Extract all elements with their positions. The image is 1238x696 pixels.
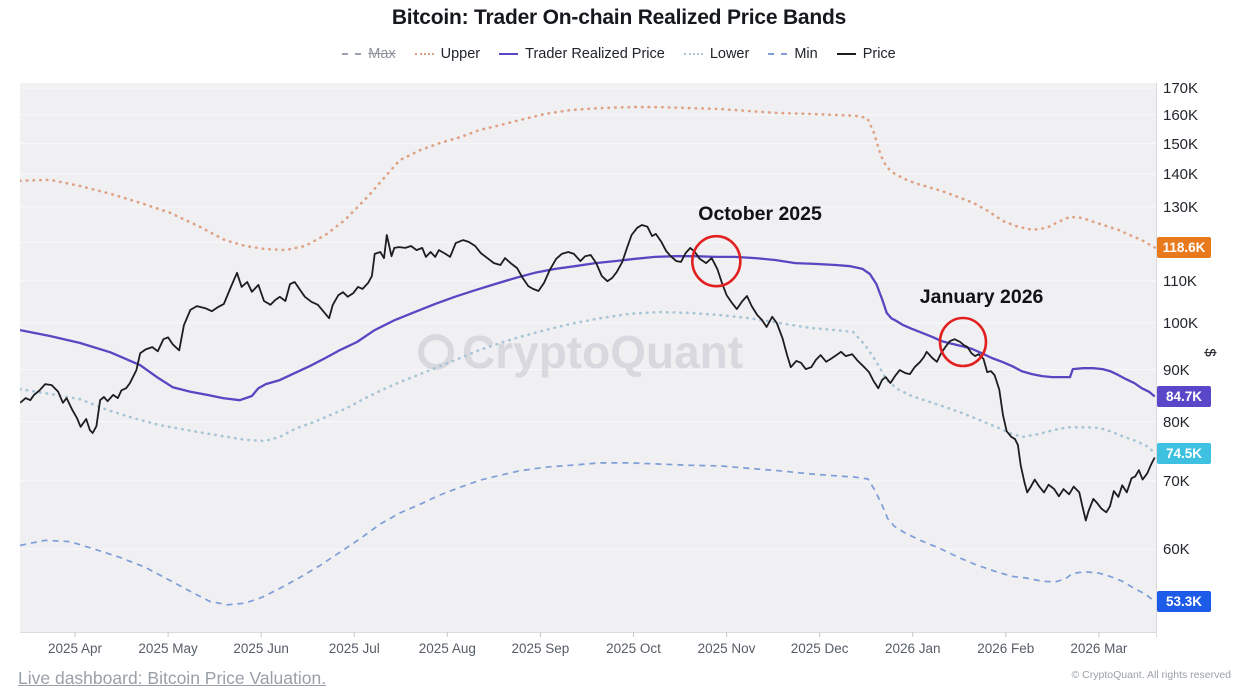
- copyright-notice: © CryptoQuant. All rights reserved: [1071, 669, 1231, 681]
- x-axis-label: 2026 Feb: [977, 641, 1035, 656]
- x-axis-label: 2025 Oct: [606, 641, 661, 656]
- legend: Max Upper Trader Realized Price Lower Min Pri…: [0, 46, 1238, 62]
- cryptoquant-watermark: CryptoQuant: [418, 326, 743, 378]
- annotation-circle: [691, 234, 742, 288]
- x-axis-label: 2025 Apr: [47, 641, 103, 656]
- series-upper: [20, 105, 1156, 252]
- y-axis-label: 140K: [1163, 166, 1199, 184]
- y-axis-label: 110K: [1163, 272, 1197, 290]
- value-badge-trader-realized-price: 84.7K: [1157, 385, 1211, 407]
- legend-label: Lower: [709, 46, 750, 62]
- y-axis-label: 70K: [1163, 472, 1190, 490]
- x-axis-label: 2025 Nov: [697, 641, 756, 656]
- legend-label: Price: [862, 46, 896, 62]
- legend-label: Min: [794, 46, 818, 62]
- legend-item-min[interactable]: Min: [768, 46, 818, 62]
- y-axis-label: 130K: [1163, 198, 1199, 216]
- annotation-circle: [938, 316, 988, 368]
- x-axis-label: 2026 Jan: [884, 641, 941, 656]
- x-axis-label: 2025 Jul: [328, 641, 380, 656]
- legend-marker-icon: [414, 53, 434, 55]
- legend-item-max[interactable]: Max: [342, 46, 396, 62]
- live-dashboard-link[interactable]: Live dashboard: Bitcoin Price Valuation.: [18, 668, 327, 688]
- legend-marker-icon: [499, 53, 519, 55]
- x-axis-label: 2025 Aug: [418, 641, 476, 656]
- x-axis-label: 2025 May: [138, 641, 198, 656]
- cryptoquant-logo-icon: [418, 334, 454, 370]
- x-axis-label: 2025 Sep: [511, 641, 570, 656]
- legend-label: Max: [368, 46, 396, 62]
- annotation-label: January 2026: [920, 286, 1044, 308]
- legend-item-price[interactable]: Price: [836, 46, 896, 62]
- legend-item-trader-realized-price[interactable]: Trader Realized Price: [499, 46, 665, 62]
- currency-axis-icon[interactable]: $: [1201, 348, 1219, 357]
- x-axis-label: 2025 Jun: [233, 641, 289, 656]
- svg-text:CryptoQuant: CryptoQuant: [462, 326, 743, 378]
- annotation-label: October 2025: [698, 203, 822, 225]
- series-price: [20, 224, 1156, 522]
- y-axis-label: 60K: [1163, 541, 1190, 559]
- legend-label: Trader Realized Price: [525, 46, 665, 62]
- series-min: [20, 462, 1156, 606]
- series-lower: [20, 310, 1156, 455]
- x-axis-label: 2026 Mar: [1070, 641, 1128, 656]
- y-axis-label: 160K: [1163, 107, 1199, 124]
- value-badge-upper: 118.6K: [1157, 237, 1211, 258]
- y-axis-label: 80K: [1163, 413, 1190, 431]
- value-badge-lower: 74.5K: [1157, 442, 1211, 464]
- page-title: Bitcoin: Trader On-chain Realized Price …: [391, 6, 847, 29]
- legend-item-upper[interactable]: Upper: [414, 46, 481, 62]
- y-axis-label: 150K: [1163, 135, 1199, 153]
- legend-label: Upper: [440, 46, 481, 62]
- y-axis-label: 170K: [1163, 80, 1199, 98]
- y-axis-label: 100K: [1163, 315, 1199, 332]
- legend-marker-icon: [768, 53, 788, 55]
- y-axis-label: 90K: [1163, 361, 1190, 379]
- legend-marker-icon: [683, 53, 703, 55]
- legend-marker-icon: [836, 53, 856, 55]
- value-badge-min: 53.3K: [1157, 590, 1211, 612]
- series-trader-realized-price: [20, 255, 1156, 402]
- x-axis-label: 2025 Dec: [790, 641, 849, 656]
- legend-item-lower[interactable]: Lower: [683, 46, 750, 62]
- legend-marker-icon: [342, 53, 362, 55]
